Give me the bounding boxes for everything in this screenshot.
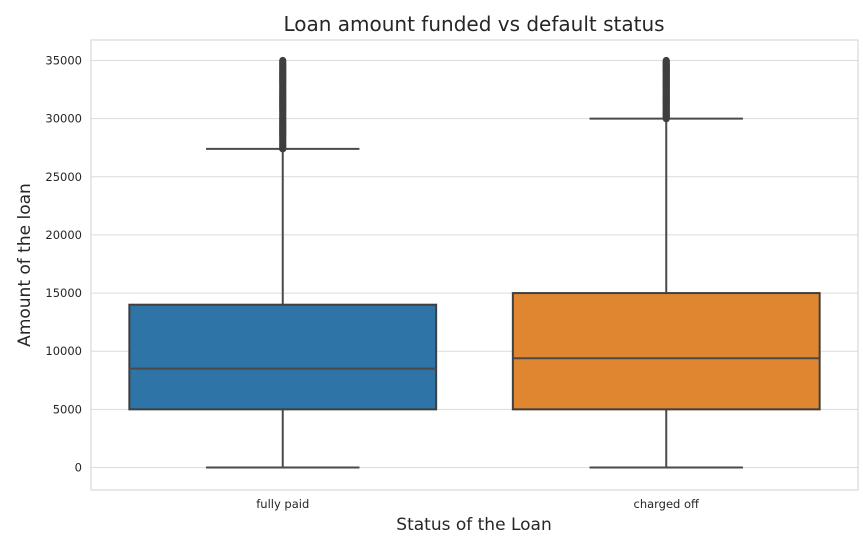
- chart-title: Loan amount funded vs default status: [283, 12, 664, 36]
- box-fully-paid: [128, 56, 438, 469]
- iqr-box: [511, 292, 821, 411]
- plot-frame: [90, 39, 859, 491]
- x-tick-labels: fully paid charged off: [256, 497, 700, 511]
- y-tick-label: 30000: [45, 112, 82, 126]
- outlier-point: [279, 56, 287, 65]
- outliers: [279, 56, 287, 153]
- boxes: [128, 56, 821, 469]
- y-tick-label: 20000: [45, 228, 82, 242]
- x-tick-label: fully paid: [256, 497, 309, 511]
- outliers: [662, 56, 670, 123]
- x-tick-label: charged off: [634, 497, 701, 511]
- outlier-point: [662, 56, 670, 65]
- y-tick-label: 15000: [45, 286, 82, 300]
- iqr-box: [128, 303, 438, 411]
- y-tick-label: 10000: [45, 344, 82, 358]
- y-tick-label: 35000: [45, 54, 82, 68]
- x-axis-label: Status of the Loan: [396, 515, 551, 535]
- y-tick-label: 25000: [45, 170, 82, 184]
- y-tick-label: 0: [75, 461, 82, 475]
- box-charged-off: [511, 56, 821, 469]
- y-axis-label: Amount of the loan: [15, 183, 35, 347]
- y-tick-labels: 0 5000 10000 15000 20000 25000 30000 35000: [45, 54, 82, 475]
- y-tick-label: 5000: [53, 402, 82, 416]
